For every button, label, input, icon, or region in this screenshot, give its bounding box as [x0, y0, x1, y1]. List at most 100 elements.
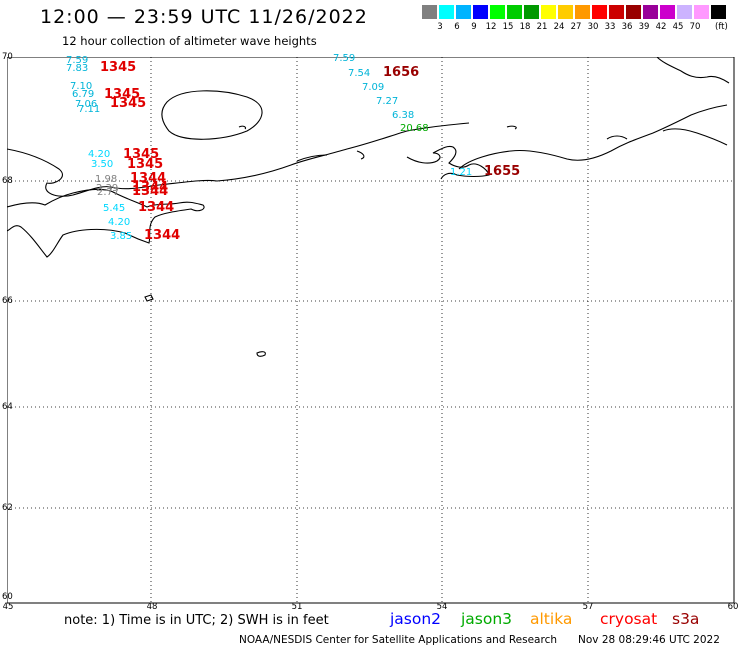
scale-tick-label: 15: [502, 22, 514, 32]
wave-height-label: 1.98: [95, 174, 118, 185]
latitude-label: 68: [2, 176, 13, 186]
scale-tick-label: 21: [536, 22, 548, 32]
scale-swatch: [660, 5, 675, 19]
wave-height-map: [7, 57, 735, 604]
scale-swatch: [575, 5, 590, 19]
scale-swatch: [694, 5, 709, 19]
scale-swatch: [422, 5, 437, 19]
coast-segment: [662, 128, 728, 146]
scale-swatch: [524, 5, 539, 19]
scale-unit-label: (ft): [715, 22, 728, 32]
wave-height-label: 7.83: [66, 63, 89, 74]
pass-time-label: 1345: [104, 87, 141, 102]
wave-height-label: 2.77: [97, 187, 120, 198]
scale-swatch: [439, 5, 454, 19]
scale-tick-label: 18: [519, 22, 531, 32]
coast-segment: [506, 125, 517, 130]
coast-segment: [606, 135, 628, 140]
wave-height-label: 4.20: [88, 149, 111, 160]
wave-height-label: 7.59: [66, 55, 89, 66]
map-title: 12:00 — 23:59 UTC 11/26/2022: [40, 6, 368, 28]
pass-time-label: 1344: [132, 184, 169, 199]
generation-timestamp: Nov 28 08:29:46 UTC 2022: [578, 634, 720, 646]
satellite-legend-s3a: s3a: [672, 610, 700, 628]
pass-time-label: 1656: [383, 65, 420, 80]
yugorsky-coast: [458, 104, 728, 170]
scale-tick-label: 24: [553, 22, 565, 32]
longitude-label: 60: [727, 602, 739, 612]
credit-line: NOAA/NESDIS Center for Satellite Applica…: [239, 634, 557, 646]
scale-tick-label: 27: [570, 22, 582, 32]
scale-swatch: [643, 5, 658, 19]
scale-swatch: [558, 5, 573, 19]
scale-swatch: [626, 5, 641, 19]
satellite-legend-jason3: jason3: [461, 610, 513, 628]
wave-height-label: 7.11: [78, 104, 101, 115]
scale-swatch: [711, 5, 726, 19]
coastlines: [7, 57, 730, 357]
longitude-label: 45: [2, 602, 14, 612]
pass-time-label: 1345: [123, 147, 160, 162]
wave-height-label: 20.68: [400, 123, 429, 134]
satellite-legend-altika: altika: [530, 610, 573, 628]
scale-tick-label: 45: [672, 22, 684, 32]
wave-height-label: 1.21: [450, 167, 473, 178]
scale-swatch: [473, 5, 488, 19]
wave-height-label: 6.38: [392, 110, 415, 121]
pass-time-label: 1344: [132, 180, 169, 195]
wave-height-label: 7.06: [75, 99, 98, 110]
latitude-label: 64: [2, 402, 13, 412]
latitude-label: 66: [2, 296, 13, 306]
wave-height-label: 7.10: [70, 81, 93, 92]
novaya-zemlya-coast: [656, 57, 730, 84]
longitude-label: 57: [582, 602, 594, 612]
wave-height-label: 7.09: [362, 82, 385, 93]
map-subtitle: 12 hour collection of altimeter wave hei…: [62, 34, 317, 48]
small-island: [144, 294, 154, 302]
scale-tick-label: 42: [655, 22, 667, 32]
scale-tick-label: 36: [621, 22, 633, 32]
wave-height-label: 3.50: [91, 159, 114, 170]
wave-height-label: 6.79: [72, 89, 95, 100]
pechora-coast: [406, 145, 490, 180]
scale-swatch: [507, 5, 522, 19]
latitude-label: 70: [2, 52, 13, 62]
map-frame: [7, 57, 735, 604]
scale-swatch: [592, 5, 607, 19]
coast-segment: [238, 125, 247, 130]
scale-tick-label: 9: [471, 22, 477, 32]
wave-height-label: 5.45: [103, 203, 126, 214]
latitude-label: 60: [2, 592, 13, 602]
wave-height-label: 7.54: [348, 68, 371, 79]
scale-swatch: [490, 5, 505, 19]
wave-height-label: 3.85: [110, 231, 133, 242]
pass-time-label: 1345: [100, 60, 137, 75]
graticule: [7, 57, 734, 603]
satellite-legend-cryosat: cryosat: [600, 610, 658, 628]
scale-swatch: [456, 5, 471, 19]
coast-segment: [356, 150, 365, 160]
longitude-label: 51: [291, 602, 303, 612]
longitude-label: 48: [146, 602, 158, 612]
scale-swatch: [609, 5, 624, 19]
wave-height-label: 7.27: [376, 96, 399, 107]
scale-tick-label: 3: [437, 22, 443, 32]
pass-time-label: 1345: [127, 157, 164, 172]
wave-height-label: 7.59: [333, 53, 356, 64]
small-island: [256, 351, 266, 357]
scale-tick-label: 12: [485, 22, 497, 32]
scale-swatch: [541, 5, 556, 19]
wave-height-label: 4.20: [108, 217, 131, 228]
wave-height-label: 2.39: [96, 183, 119, 194]
latitude-label: 62: [2, 503, 13, 513]
coast-segment: [296, 154, 328, 162]
scale-swatch: [677, 5, 692, 19]
pass-time-label: 1345: [110, 96, 147, 111]
pass-time-label: 1344: [130, 171, 167, 186]
scale-tick-label: 39: [638, 22, 650, 32]
pass-time-label: 1344: [138, 200, 175, 215]
scale-tick-label: 70: [689, 22, 701, 32]
longitude-label: 54: [436, 602, 448, 612]
scale-tick-label: 30: [587, 22, 599, 32]
kolguyev-island: [161, 90, 263, 140]
